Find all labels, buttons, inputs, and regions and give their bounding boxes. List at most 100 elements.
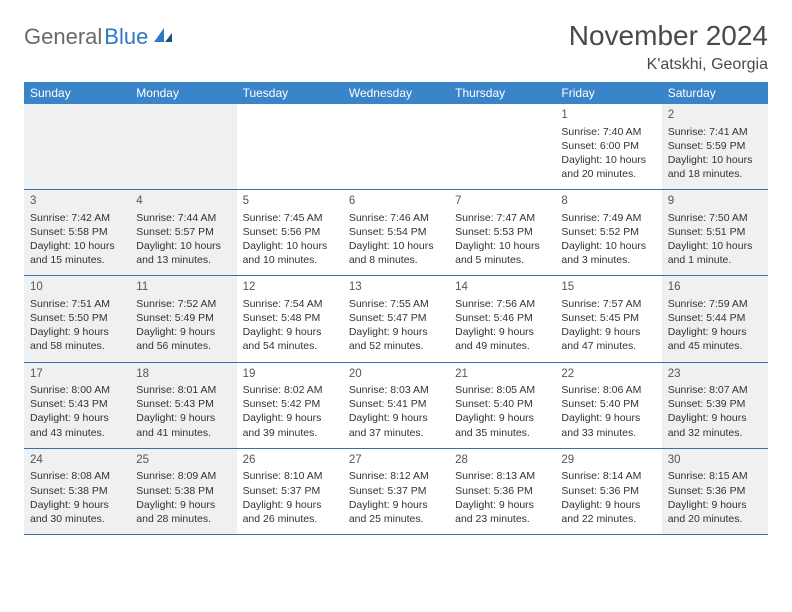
sunrise-line: Sunrise: 7:59 AM [668, 297, 762, 311]
day-cell: 17Sunrise: 8:00 AMSunset: 5:43 PMDayligh… [24, 363, 130, 448]
day-cell: 8Sunrise: 7:49 AMSunset: 5:52 PMDaylight… [555, 190, 661, 275]
sunset-line: Sunset: 5:41 PM [349, 397, 443, 411]
sunrise-line: Sunrise: 8:15 AM [668, 469, 762, 483]
dow-cell: Sunday [24, 82, 130, 104]
day-cell: 27Sunrise: 8:12 AMSunset: 5:37 PMDayligh… [343, 449, 449, 534]
daylight-line: Daylight: 10 hours and 8 minutes. [349, 239, 443, 267]
daylight-line: Daylight: 9 hours and 45 minutes. [668, 325, 762, 353]
sunset-line: Sunset: 5:47 PM [349, 311, 443, 325]
calendar-page: GeneralBlue November 2024 K'atskhi, Geor… [0, 0, 792, 555]
dow-cell: Friday [555, 82, 661, 104]
day-cell: 24Sunrise: 8:08 AMSunset: 5:38 PMDayligh… [24, 449, 130, 534]
day-cell: 12Sunrise: 7:54 AMSunset: 5:48 PMDayligh… [237, 276, 343, 361]
daylight-line: Daylight: 9 hours and 30 minutes. [30, 498, 124, 526]
daylight-line: Daylight: 9 hours and 37 minutes. [349, 411, 443, 439]
daylight-line: Daylight: 10 hours and 15 minutes. [30, 239, 124, 267]
daylight-line: Daylight: 10 hours and 18 minutes. [668, 153, 762, 181]
sunset-line: Sunset: 5:54 PM [349, 225, 443, 239]
day-cell: 25Sunrise: 8:09 AMSunset: 5:38 PMDayligh… [130, 449, 236, 534]
sunrise-line: Sunrise: 7:47 AM [455, 211, 549, 225]
sunrise-line: Sunrise: 8:06 AM [561, 383, 655, 397]
sunset-line: Sunset: 5:58 PM [30, 225, 124, 239]
day-number: 18 [136, 367, 230, 383]
week-row: 3Sunrise: 7:42 AMSunset: 5:58 PMDaylight… [24, 190, 768, 276]
sunset-line: Sunset: 5:38 PM [136, 484, 230, 498]
sunset-line: Sunset: 5:52 PM [561, 225, 655, 239]
day-cell: 29Sunrise: 8:14 AMSunset: 5:36 PMDayligh… [555, 449, 661, 534]
daylight-line: Daylight: 9 hours and 43 minutes. [30, 411, 124, 439]
day-cell: 15Sunrise: 7:57 AMSunset: 5:45 PMDayligh… [555, 276, 661, 361]
day-cell: 3Sunrise: 7:42 AMSunset: 5:58 PMDaylight… [24, 190, 130, 275]
sunset-line: Sunset: 5:43 PM [136, 397, 230, 411]
sunset-line: Sunset: 5:37 PM [243, 484, 337, 498]
sunrise-line: Sunrise: 7:56 AM [455, 297, 549, 311]
day-number: 25 [136, 453, 230, 469]
sunset-line: Sunset: 5:42 PM [243, 397, 337, 411]
dow-cell: Saturday [662, 82, 768, 104]
daylight-line: Daylight: 9 hours and 56 minutes. [136, 325, 230, 353]
daylight-line: Daylight: 9 hours and 25 minutes. [349, 498, 443, 526]
daylight-line: Daylight: 10 hours and 10 minutes. [243, 239, 337, 267]
daylight-line: Daylight: 10 hours and 5 minutes. [455, 239, 549, 267]
sunset-line: Sunset: 5:45 PM [561, 311, 655, 325]
daylight-line: Daylight: 9 hours and 58 minutes. [30, 325, 124, 353]
logo-blue: Blue [104, 24, 148, 50]
day-cell: 1Sunrise: 7:40 AMSunset: 6:00 PMDaylight… [555, 104, 661, 189]
sunrise-line: Sunrise: 8:13 AM [455, 469, 549, 483]
day-cell: 9Sunrise: 7:50 AMSunset: 5:51 PMDaylight… [662, 190, 768, 275]
sunset-line: Sunset: 5:43 PM [30, 397, 124, 411]
logo-sail-icon [152, 26, 174, 49]
week-row: 24Sunrise: 8:08 AMSunset: 5:38 PMDayligh… [24, 449, 768, 535]
sunrise-line: Sunrise: 7:49 AM [561, 211, 655, 225]
day-number: 7 [455, 194, 549, 210]
day-number: 26 [243, 453, 337, 469]
day-number: 30 [668, 453, 762, 469]
day-cell: 6Sunrise: 7:46 AMSunset: 5:54 PMDaylight… [343, 190, 449, 275]
sunrise-line: Sunrise: 7:40 AM [561, 125, 655, 139]
day-number: 24 [30, 453, 124, 469]
day-cell: 13Sunrise: 7:55 AMSunset: 5:47 PMDayligh… [343, 276, 449, 361]
daylight-line: Daylight: 9 hours and 41 minutes. [136, 411, 230, 439]
daylight-line: Daylight: 9 hours and 33 minutes. [561, 411, 655, 439]
daylight-line: Daylight: 9 hours and 28 minutes. [136, 498, 230, 526]
day-number: 27 [349, 453, 443, 469]
logo: GeneralBlue [24, 24, 174, 50]
weeks-container: 1Sunrise: 7:40 AMSunset: 6:00 PMDaylight… [24, 104, 768, 535]
sunrise-line: Sunrise: 7:55 AM [349, 297, 443, 311]
sunset-line: Sunset: 5:50 PM [30, 311, 124, 325]
sunset-line: Sunset: 5:38 PM [30, 484, 124, 498]
week-row: 1Sunrise: 7:40 AMSunset: 6:00 PMDaylight… [24, 104, 768, 190]
sunset-line: Sunset: 5:40 PM [455, 397, 549, 411]
dow-cell: Monday [130, 82, 236, 104]
day-number: 23 [668, 367, 762, 383]
sunrise-line: Sunrise: 8:14 AM [561, 469, 655, 483]
sunrise-line: Sunrise: 7:41 AM [668, 125, 762, 139]
daylight-line: Daylight: 9 hours and 47 minutes. [561, 325, 655, 353]
sunrise-line: Sunrise: 8:10 AM [243, 469, 337, 483]
day-number: 14 [455, 280, 549, 296]
sunset-line: Sunset: 5:36 PM [561, 484, 655, 498]
day-number: 16 [668, 280, 762, 296]
day-cell: 28Sunrise: 8:13 AMSunset: 5:36 PMDayligh… [449, 449, 555, 534]
sunset-line: Sunset: 5:51 PM [668, 225, 762, 239]
day-number: 28 [455, 453, 549, 469]
sunrise-line: Sunrise: 7:44 AM [136, 211, 230, 225]
sunrise-line: Sunrise: 8:12 AM [349, 469, 443, 483]
sunset-line: Sunset: 5:57 PM [136, 225, 230, 239]
sunset-line: Sunset: 5:53 PM [455, 225, 549, 239]
day-number: 12 [243, 280, 337, 296]
daylight-line: Daylight: 9 hours and 22 minutes. [561, 498, 655, 526]
daylight-line: Daylight: 10 hours and 3 minutes. [561, 239, 655, 267]
sunset-line: Sunset: 5:36 PM [668, 484, 762, 498]
days-of-week-header: SundayMondayTuesdayWednesdayThursdayFrid… [24, 82, 768, 104]
month-title: November 2024 [569, 20, 768, 52]
day-cell: 4Sunrise: 7:44 AMSunset: 5:57 PMDaylight… [130, 190, 236, 275]
daylight-line: Daylight: 9 hours and 20 minutes. [668, 498, 762, 526]
sunrise-line: Sunrise: 8:01 AM [136, 383, 230, 397]
sunrise-line: Sunrise: 7:42 AM [30, 211, 124, 225]
day-cell: 11Sunrise: 7:52 AMSunset: 5:49 PMDayligh… [130, 276, 236, 361]
day-cell: 7Sunrise: 7:47 AMSunset: 5:53 PMDaylight… [449, 190, 555, 275]
dow-cell: Thursday [449, 82, 555, 104]
day-number: 10 [30, 280, 124, 296]
sunrise-line: Sunrise: 7:54 AM [243, 297, 337, 311]
